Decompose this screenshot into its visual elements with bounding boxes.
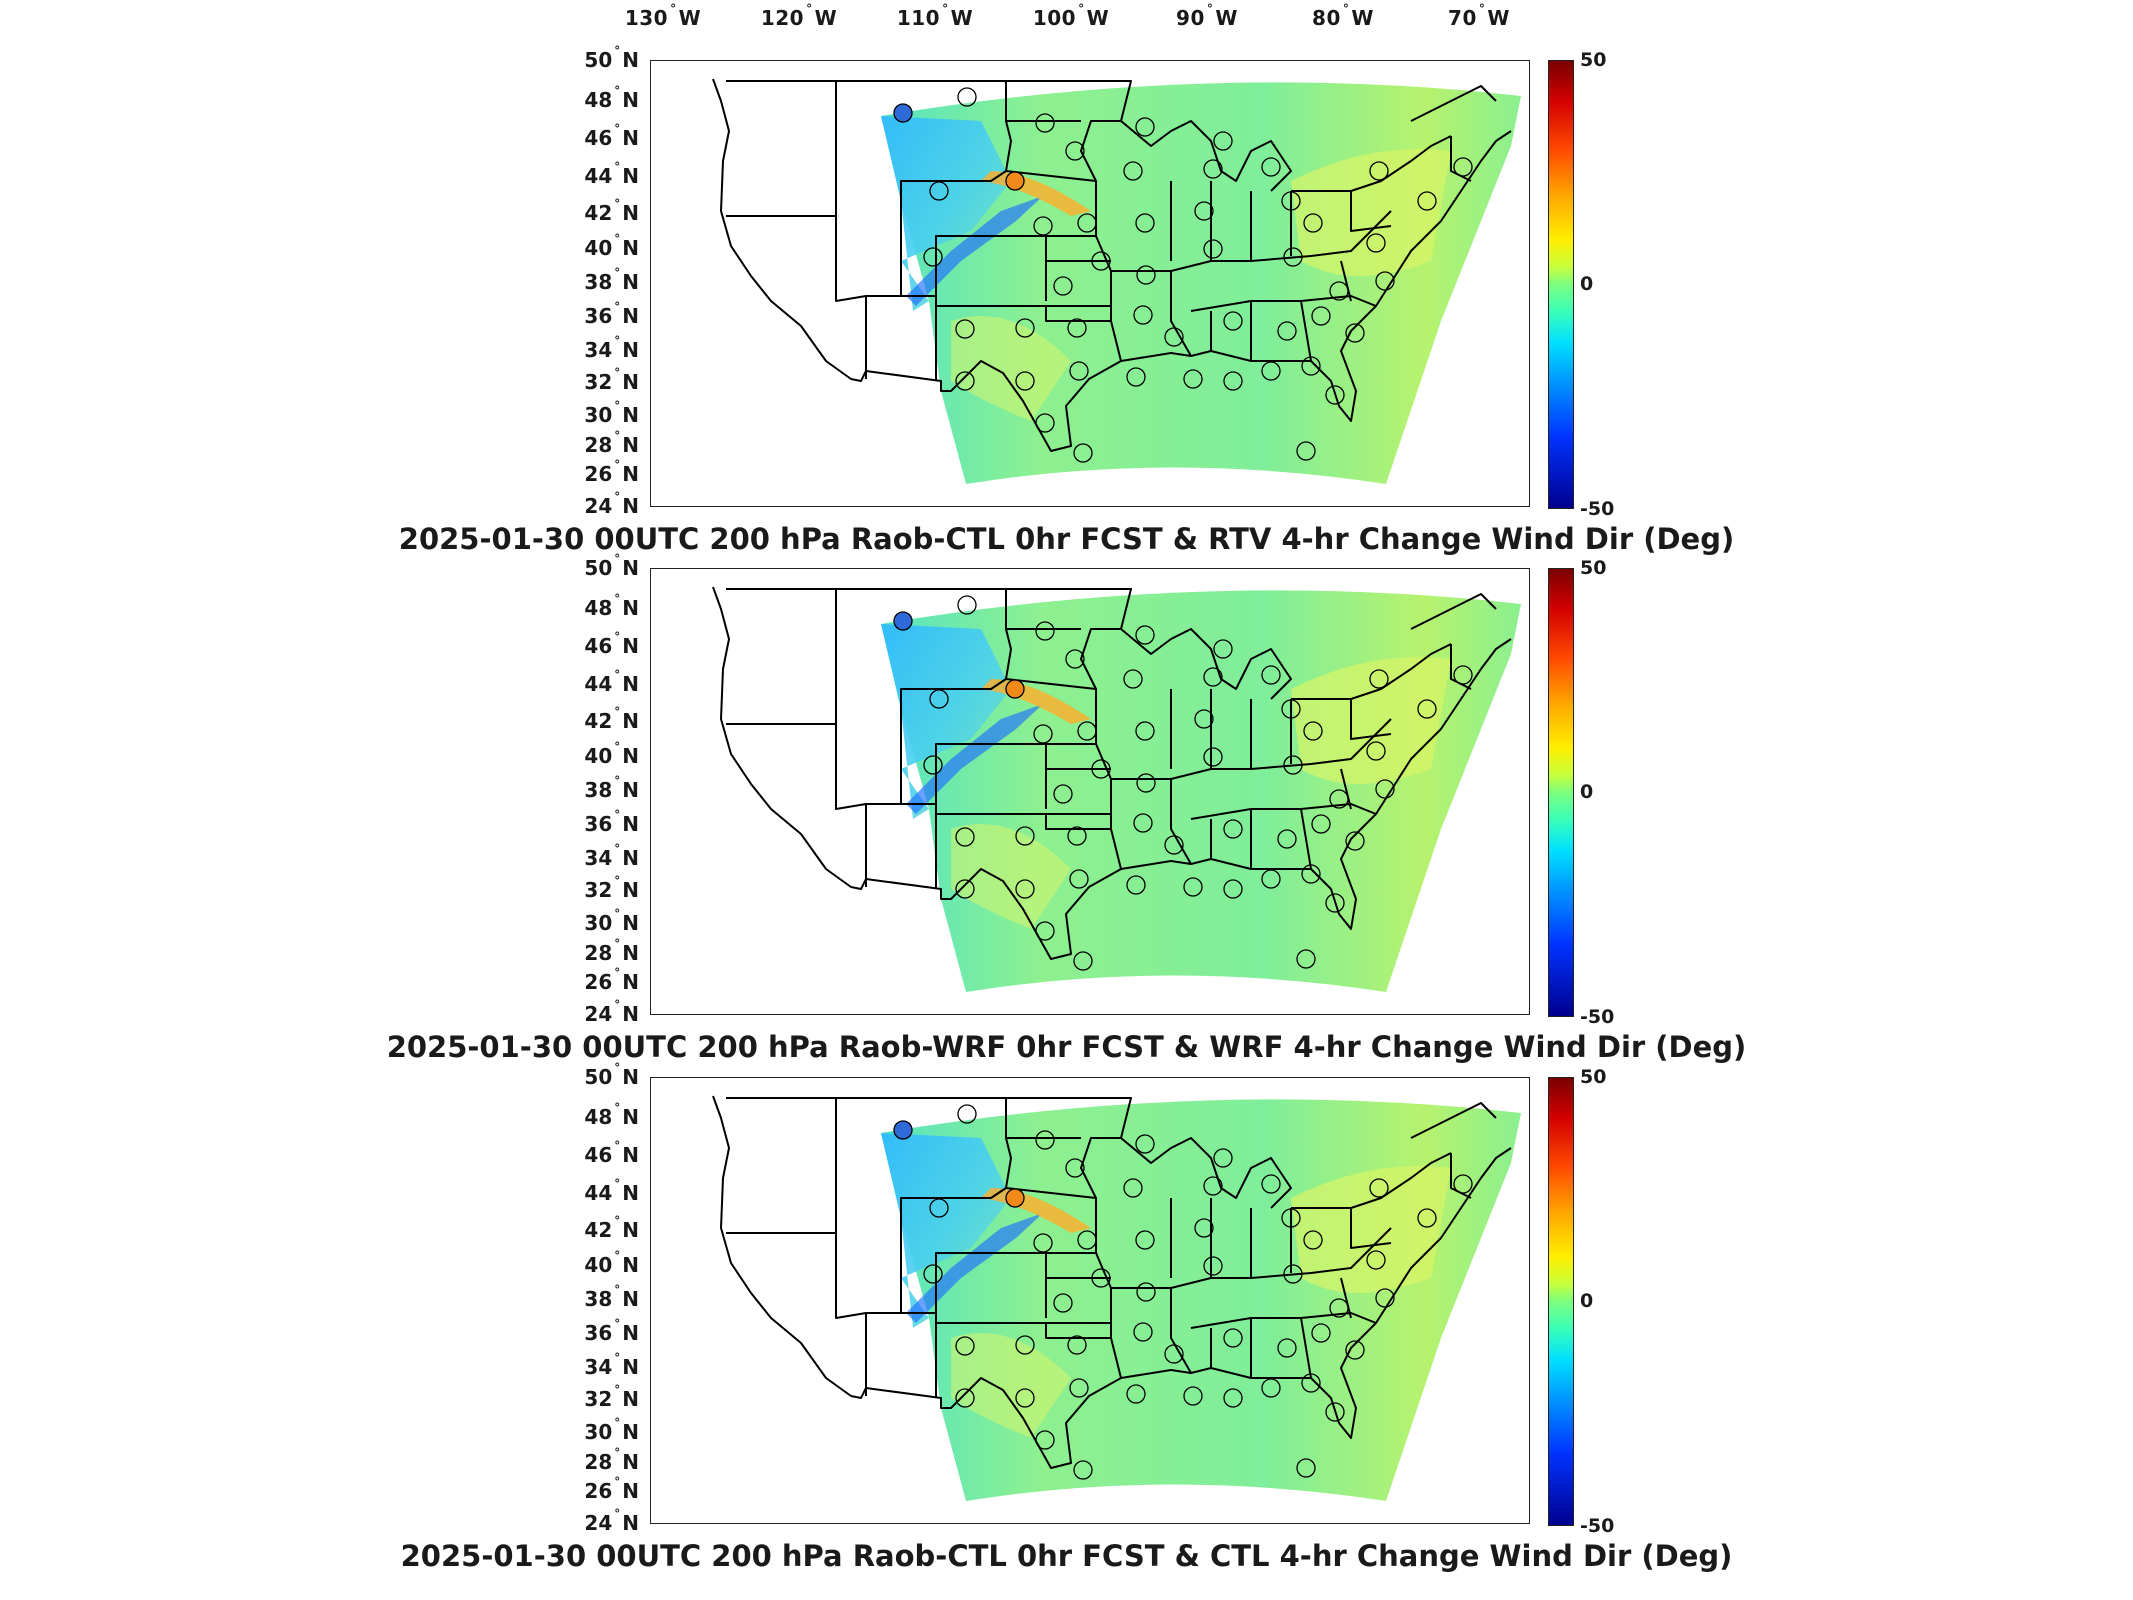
map-frame <box>650 60 1530 507</box>
colorbar-mid-label: 0 <box>1580 781 1594 803</box>
station-markers <box>923 1104 1473 1480</box>
map-plot <box>712 1095 1521 1501</box>
lon-label-70w: 70 ° W <box>1448 2 1510 30</box>
blue-streak <box>906 196 1043 306</box>
map-plot <box>712 586 1521 992</box>
lon-label-120w: 120 ° W <box>760 2 838 30</box>
map-plot <box>712 78 1521 484</box>
lon-label-90w: 90 ° W <box>1176 2 1238 30</box>
colorbar-max-label: 50 <box>1580 49 1607 71</box>
map-frame <box>650 568 1530 1015</box>
lat-label-34n: 34 ° N <box>584 1351 639 1379</box>
station-orange <box>1005 679 1025 699</box>
lat-label-50n: 50 ° N <box>584 44 639 72</box>
lat-label-30n: 30 ° N <box>584 399 639 427</box>
lat-label-40n: 40 ° N <box>584 1249 639 1277</box>
station-orange <box>1005 1188 1025 1208</box>
lat-label-40n: 40 ° N <box>584 232 639 260</box>
lat-label-26n: 26 ° N <box>584 966 639 994</box>
state-boundaries <box>712 78 1512 452</box>
lat-label-32n: 32 ° N <box>584 1383 639 1411</box>
lon-label-130w: 130 ° W <box>624 2 702 30</box>
yellow-patch-east <box>1291 149 1451 276</box>
lat-label-48n: 48 ° N <box>584 84 639 112</box>
state-boundaries <box>712 1095 1512 1469</box>
lat-label-36n: 36 ° N <box>584 300 639 328</box>
lat-label-28n: 28 ° N <box>584 1446 639 1474</box>
yellow-patch-east <box>1291 657 1451 784</box>
lat-label-30n: 30 ° N <box>584 907 639 935</box>
lon-label-110w: 110 ° W <box>896 2 974 30</box>
colorbar-min-label: -50 <box>1580 498 1615 520</box>
lat-label-28n: 28 ° N <box>584 937 639 965</box>
lat-label-46n: 46 ° N <box>584 122 639 150</box>
station-blue <box>893 103 913 123</box>
colorbar-mid-label: 0 <box>1580 273 1594 295</box>
panel-title: 2025-01-30 00UTC 200 hPa Raob-CTL 0hr FC… <box>398 522 1735 556</box>
lat-label-46n: 46 ° N <box>584 630 639 658</box>
colorbar-mid-label: 0 <box>1580 1290 1594 1312</box>
lat-label-42n: 42 ° N <box>584 1214 639 1242</box>
lon-label-80w: 80 ° W <box>1312 2 1374 30</box>
lat-label-34n: 34 ° N <box>584 842 639 870</box>
west-anomaly-band <box>881 116 1011 311</box>
lat-label-32n: 32 ° N <box>584 366 639 394</box>
station-blue <box>893 1120 913 1140</box>
colorbar <box>1548 1077 1574 1526</box>
lat-label-36n: 36 ° N <box>584 808 639 836</box>
colorbar-min-label: -50 <box>1580 1515 1615 1537</box>
lat-label-48n: 48 ° N <box>584 1101 639 1129</box>
state-boundaries <box>712 586 1512 960</box>
lat-label-48n: 48 ° N <box>584 592 639 620</box>
map-frame <box>650 1077 1530 1524</box>
lat-label-50n: 50 ° N <box>584 1061 639 1089</box>
lon-label-100w: 100 ° W <box>1032 2 1110 30</box>
station-markers <box>923 595 1473 971</box>
colorbar-max-label: 50 <box>1580 557 1607 579</box>
lat-label-34n: 34 ° N <box>584 334 639 362</box>
station-orange <box>1005 171 1025 191</box>
lat-label-50n: 50 ° N <box>584 552 639 580</box>
colorbar-max-label: 50 <box>1580 1066 1607 1088</box>
blue-streak <box>906 1213 1043 1323</box>
panel-title: 2025-01-30 00UTC 200 hPa Raob-CTL 0hr FC… <box>400 1539 1733 1573</box>
lat-label-32n: 32 ° N <box>584 874 639 902</box>
station-markers <box>923 87 1473 463</box>
yellow-patch-tx <box>951 316 1071 421</box>
colorbar <box>1548 568 1574 1017</box>
station-blue <box>893 611 913 631</box>
colorbar <box>1548 60 1574 509</box>
lat-label-38n: 38 ° N <box>584 266 639 294</box>
lat-label-24n: 24 ° N <box>584 1507 639 1535</box>
lat-label-44n: 44 ° N <box>584 668 639 696</box>
west-anomaly-band <box>881 624 1011 819</box>
yellow-patch-tx <box>951 824 1071 929</box>
lat-label-46n: 46 ° N <box>584 1139 639 1167</box>
lat-label-44n: 44 ° N <box>584 1177 639 1205</box>
yellow-patch-east <box>1291 1166 1451 1293</box>
lat-label-42n: 42 ° N <box>584 705 639 733</box>
west-anomaly-band <box>881 1133 1011 1328</box>
lat-label-28n: 28 ° N <box>584 429 639 457</box>
lat-label-42n: 42 ° N <box>584 197 639 225</box>
blue-streak <box>906 704 1043 814</box>
lat-label-30n: 30 ° N <box>584 1416 639 1444</box>
lat-label-38n: 38 ° N <box>584 774 639 802</box>
lat-label-24n: 24 ° N <box>584 998 639 1026</box>
lat-label-26n: 26 ° N <box>584 1475 639 1503</box>
lat-label-44n: 44 ° N <box>584 160 639 188</box>
colorbar-min-label: -50 <box>1580 1006 1615 1028</box>
lat-label-24n: 24 ° N <box>584 490 639 518</box>
lat-label-36n: 36 ° N <box>584 1317 639 1345</box>
lat-label-26n: 26 ° N <box>584 458 639 486</box>
lat-label-38n: 38 ° N <box>584 1283 639 1311</box>
longitude-axis: 130 ° W 120 ° W 110 ° W 100 ° W 90 ° W 80 ° W 70 ° W <box>0 2 2133 36</box>
yellow-patch-tx <box>951 1333 1071 1438</box>
panel-title: 2025-01-30 00UTC 200 hPa Raob-WRF 0hr FC… <box>386 1030 1747 1064</box>
lat-label-40n: 40 ° N <box>584 740 639 768</box>
